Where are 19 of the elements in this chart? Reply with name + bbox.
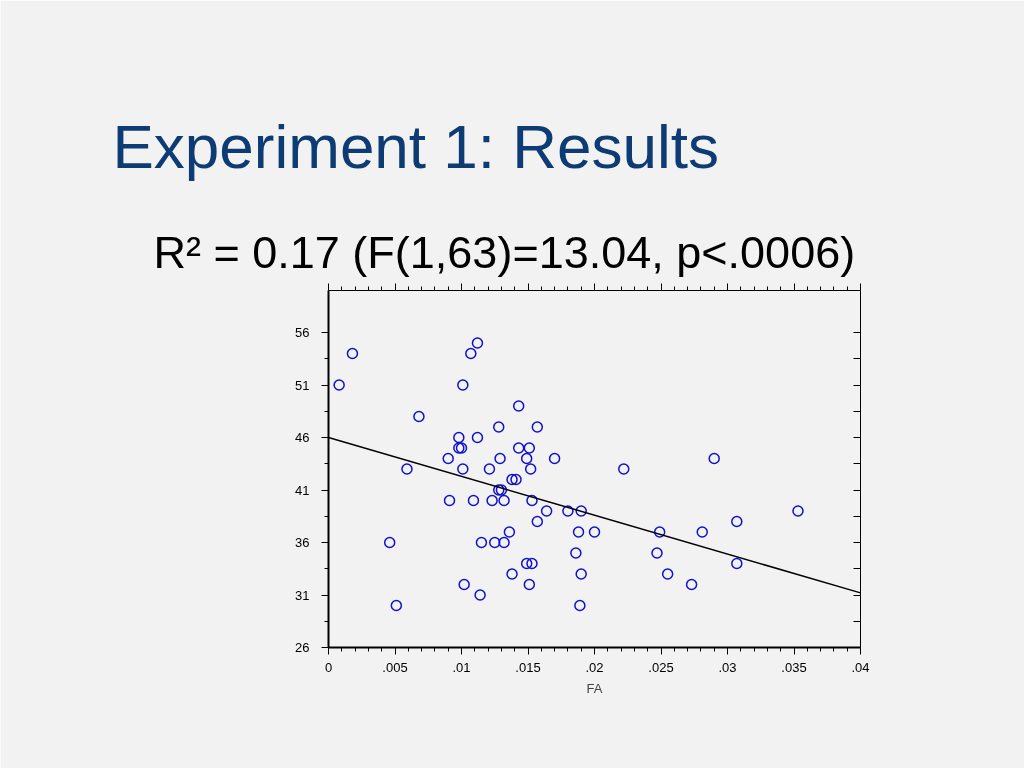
x-tick-label: .035 — [781, 659, 807, 675]
x-tick-label: .03 — [718, 659, 737, 675]
x-tick-label: .01 — [452, 659, 471, 675]
x-tick-label: .015 — [515, 659, 541, 675]
y-tick-label: 46 — [295, 430, 310, 445]
y-tick-label: 31 — [295, 587, 310, 603]
chart-title: Experiment 1: Results — [112, 111, 719, 181]
y-tick-label: 36 — [295, 535, 310, 550]
x-tick-label: .02 — [585, 659, 604, 675]
chart-subtitle: R² = 0.17 (F(1,63)=13.04, p<.0006) — [153, 226, 856, 278]
y-tick-label: 56 — [295, 325, 310, 340]
y-tick-label: 41 — [295, 482, 310, 498]
x-tick-label: .005 — [382, 659, 408, 675]
y-tick-label: 51 — [295, 377, 310, 393]
y-tick-label: 26 — [295, 640, 310, 655]
x-tick-label: .04 — [851, 659, 870, 675]
x-tick-label: .025 — [648, 659, 674, 675]
x-tick-label: 0 — [324, 659, 333, 675]
x-axis-title: FA — [586, 680, 603, 696]
